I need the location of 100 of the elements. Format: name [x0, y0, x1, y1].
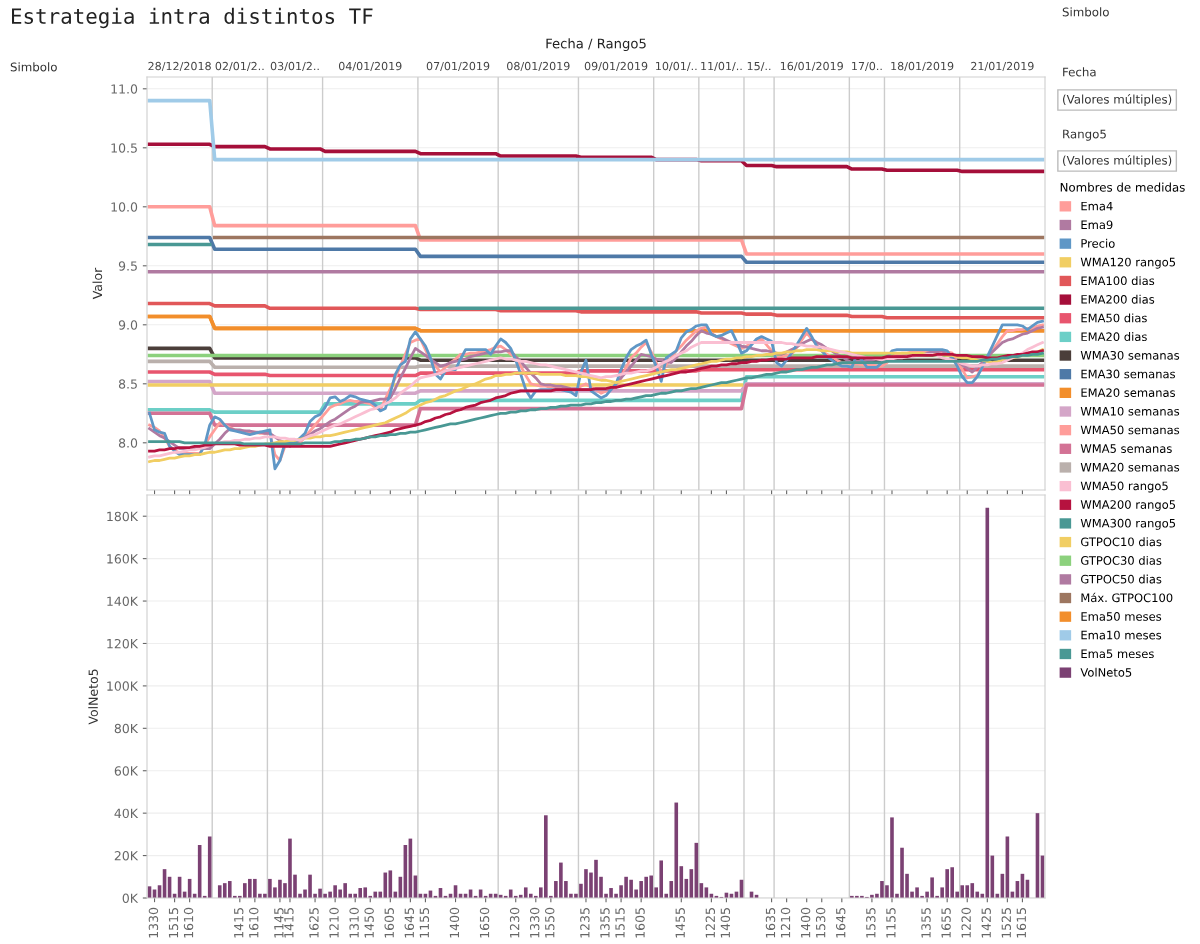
y-tick-label: 160K	[107, 554, 139, 564]
y-tick-label: 8.5	[118, 379, 137, 389]
text: 15/..	[747, 61, 771, 72]
x-tick-label: 1355	[921, 908, 931, 938]
x-tick-label: 1220	[961, 907, 971, 938]
x-tick-label: 1515	[615, 908, 625, 938]
text: Simbolo	[10, 62, 57, 72]
chart-title: Estrategia intra distintos TF	[12, 7, 373, 29]
x-tick-label: 1400	[800, 907, 811, 938]
x-tick-label: 1655	[941, 908, 951, 938]
x-tick-label: 1400	[449, 907, 460, 938]
legend-label: WMA300 rango5	[1080, 518, 1176, 530]
y-tick-label: 80K	[114, 723, 139, 734]
x-tick-label: 1615	[1016, 908, 1027, 938]
legend-label: Precio	[1081, 238, 1115, 248]
legend-label: WMA50 semanas	[1080, 425, 1180, 435]
x2-axis-title: Fecha / Rango5	[546, 38, 646, 51]
legend-label: VolNeto5	[1080, 667, 1132, 677]
y-tick-label: 20K	[114, 851, 139, 861]
legend-label: Máx. GTPOC100	[1081, 592, 1173, 603]
text: 07/01/2019	[426, 61, 490, 72]
y-tick-label: 10.0	[111, 202, 138, 212]
x-tick-label: 1330	[148, 907, 159, 938]
text: Fecha	[1063, 67, 1096, 77]
legend-title: Nombres de medidas	[1060, 182, 1185, 192]
x-tick-label: 1425	[981, 908, 991, 938]
legend-label: GTPOC10 dias	[1081, 537, 1162, 547]
legend-label: Ema10 meses	[1081, 630, 1162, 640]
x-tick-label: 1650	[479, 907, 490, 938]
text: 04/01/2019	[338, 61, 402, 72]
y-tick-label: 8.0	[118, 438, 138, 448]
legend-label: WMA50 rango5	[1080, 481, 1168, 493]
x-tick-label: 1450	[364, 907, 374, 938]
legend-label: EMA200 dias	[1081, 294, 1155, 304]
x-tick-label: 1235	[580, 908, 590, 938]
y-tick-label: 140K	[107, 596, 139, 606]
x-tick-label: 1515	[168, 908, 179, 938]
text: Simbolo	[1062, 7, 1109, 17]
x-tick-label: 1415	[234, 908, 244, 938]
x-tick-label: 1405	[720, 908, 731, 938]
legend-label: Ema50 meses	[1081, 612, 1162, 621]
y-tick-label: 9.0	[118, 320, 138, 330]
legend-label: GTPOC50 dias	[1081, 574, 1162, 584]
legend-label: Ema4	[1081, 201, 1113, 211]
text: 02/01/2..	[215, 61, 264, 72]
text: Rango5	[1063, 129, 1106, 141]
x-tick-label: 1530	[815, 907, 826, 938]
text: 03/01/2..	[270, 61, 319, 72]
y-axis-title: VolNeto5	[88, 669, 98, 725]
y-tick-label: 100K	[107, 681, 139, 691]
y-axis-title: Valor	[92, 267, 103, 300]
y-tick-label: 10.5	[111, 143, 137, 153]
text: 09/01/2019	[584, 61, 648, 72]
y-tick-label: 180K	[107, 511, 139, 522]
y-tick-label: 9.5	[118, 261, 137, 271]
x-tick-label: 1550	[545, 907, 555, 938]
x-tick-label: 1605	[384, 908, 394, 938]
y-tick-label: 11.0	[111, 84, 138, 94]
x-tick-label: 1455	[675, 908, 685, 938]
x-tick-label: 1645	[404, 908, 415, 938]
x-tick-label: 1145	[274, 908, 284, 938]
x-tick-label: 1330	[529, 907, 540, 938]
legend-label: WMA120 rango5	[1080, 257, 1176, 269]
legend-label: GTPOC30 dias	[1081, 555, 1162, 565]
legend-label: EMA20 dias	[1081, 332, 1147, 342]
x-tick-label: 1525	[1001, 908, 1011, 938]
legend-label: WMA20 semanas	[1080, 462, 1180, 472]
x-tick-label: 1645	[835, 908, 846, 938]
text: 18/01/2019	[891, 61, 954, 72]
text: 16/01/2019	[780, 61, 843, 72]
x-tick-label: 1155	[419, 908, 430, 938]
legend-label: WMA200 rango5	[1080, 500, 1176, 512]
legend-label: EMA30 semanas	[1081, 369, 1176, 379]
x-tick-label: 1355	[600, 908, 610, 938]
x-tick-label: 1605	[635, 908, 645, 938]
x-tick-label: 1210	[329, 907, 339, 938]
x-tick-label: 1210	[780, 907, 791, 938]
x-tick-label: 1225	[705, 908, 716, 938]
legend-label: WMA10 semanas	[1080, 406, 1180, 416]
y-tick-label: 60K	[114, 766, 139, 776]
x-tick-label: 1230	[509, 907, 520, 938]
text: 21/01/2019	[971, 61, 1034, 72]
x-tick-label: 1310	[349, 907, 359, 938]
text: 28/12/2018	[148, 61, 211, 72]
x-tick-label: 1635	[765, 908, 776, 938]
legend-label: EMA100 dias	[1081, 276, 1155, 286]
text: 17/0..	[852, 61, 882, 72]
text: (Valores múltiples)	[1063, 94, 1172, 106]
text: 11/01/..	[701, 61, 742, 72]
legend-label: EMA20 semanas	[1081, 388, 1176, 397]
legend-label: EMA50 dias	[1081, 313, 1147, 323]
legend-label: Ema5 meses	[1081, 649, 1154, 659]
legend-label: WMA30 semanas	[1080, 350, 1180, 360]
y-tick-label: 0K	[122, 893, 139, 903]
x-tick-label: 1625	[309, 908, 319, 938]
x-tick-label: 1415	[284, 908, 294, 938]
text: (Valores múltiples)	[1063, 155, 1172, 167]
x-tick-label: 1610	[249, 907, 259, 938]
y-tick-label: 120K	[107, 638, 139, 649]
x-tick-label: 1610	[183, 907, 194, 938]
